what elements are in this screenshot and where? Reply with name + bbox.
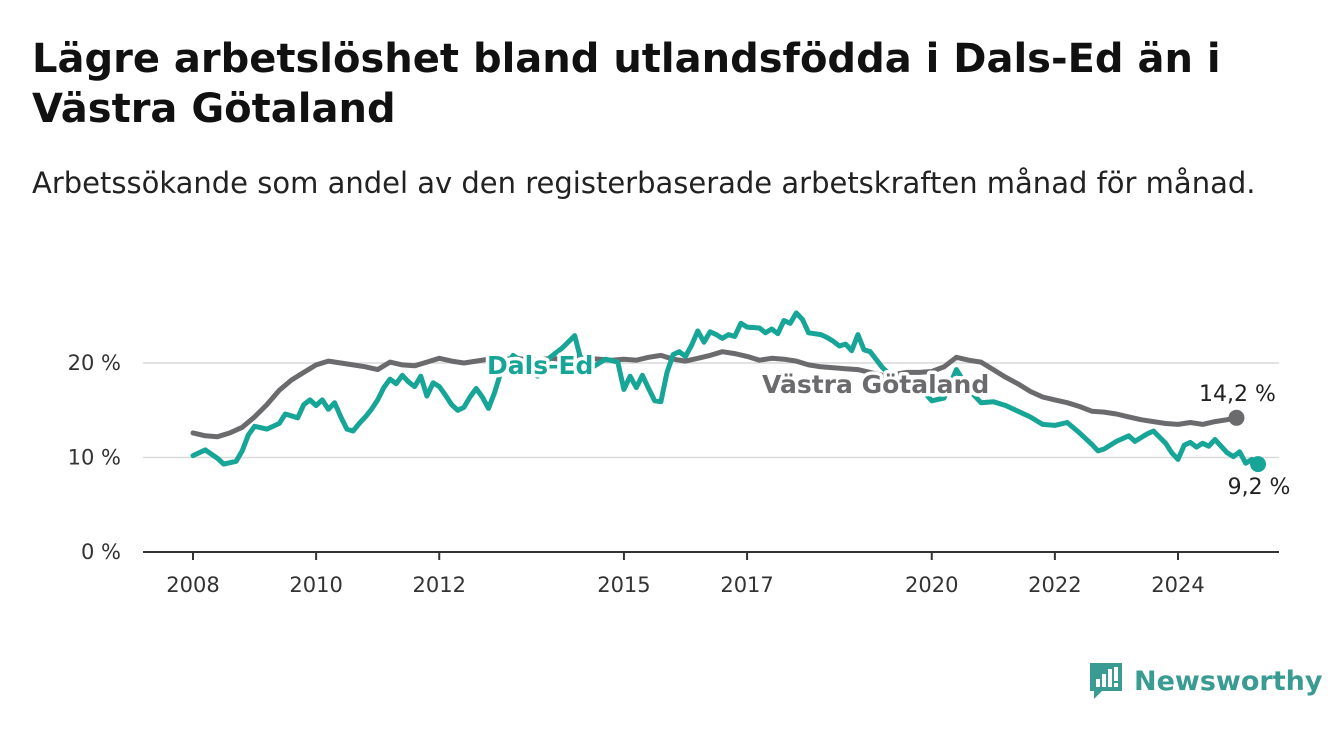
x-tick-label: 2010 xyxy=(289,573,342,597)
end-point-dals-ed xyxy=(1250,456,1267,473)
y-tick-label: 10 % xyxy=(68,446,121,470)
brand-logo: Newsworthy xyxy=(1088,660,1322,702)
chart-subtitle: Arbetssökande som andel av den registerb… xyxy=(32,166,1256,200)
series-line-v-stra-g-taland xyxy=(190,349,1239,440)
chart-title: Lägre arbetslöshet bland utlandsfödda i … xyxy=(32,36,1221,132)
brand-name: Newsworthy xyxy=(1134,665,1323,697)
series-label-vastra-gotaland: Västra Götaland xyxy=(762,370,989,399)
bar-chart-speech-icon xyxy=(1090,663,1122,699)
x-tick-label: 2024 xyxy=(1151,573,1204,597)
end-point-v-stra-g-taland xyxy=(1228,409,1245,426)
x-tick-label: 2022 xyxy=(1028,573,1081,597)
series-line-dals-ed xyxy=(190,310,1261,467)
x-tick-label: 2008 xyxy=(166,573,219,597)
end-label-v-stra-g-taland: 14,2 % xyxy=(1199,382,1276,407)
x-tick-label: 2012 xyxy=(413,573,466,597)
series-label-dals-ed: Dals-Ed xyxy=(487,351,593,380)
x-tick-label: 2020 xyxy=(905,573,958,597)
x-tick-label: 2017 xyxy=(720,573,773,597)
y-tick-label: 0 % xyxy=(81,540,121,564)
end-label-dals-ed: 9,2 % xyxy=(1228,475,1291,500)
y-tick-label: 20 % xyxy=(68,351,121,375)
x-tick-label: 2015 xyxy=(597,573,650,597)
